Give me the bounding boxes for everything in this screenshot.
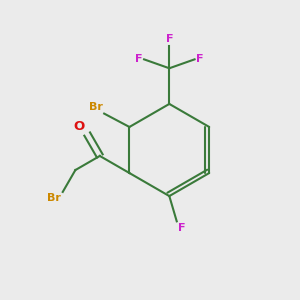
Text: Br: Br	[47, 194, 61, 203]
Text: F: F	[135, 54, 142, 64]
Text: F: F	[196, 54, 204, 64]
Text: F: F	[178, 223, 186, 233]
Text: Br: Br	[89, 102, 103, 112]
Text: O: O	[74, 120, 85, 133]
Text: F: F	[166, 34, 173, 44]
